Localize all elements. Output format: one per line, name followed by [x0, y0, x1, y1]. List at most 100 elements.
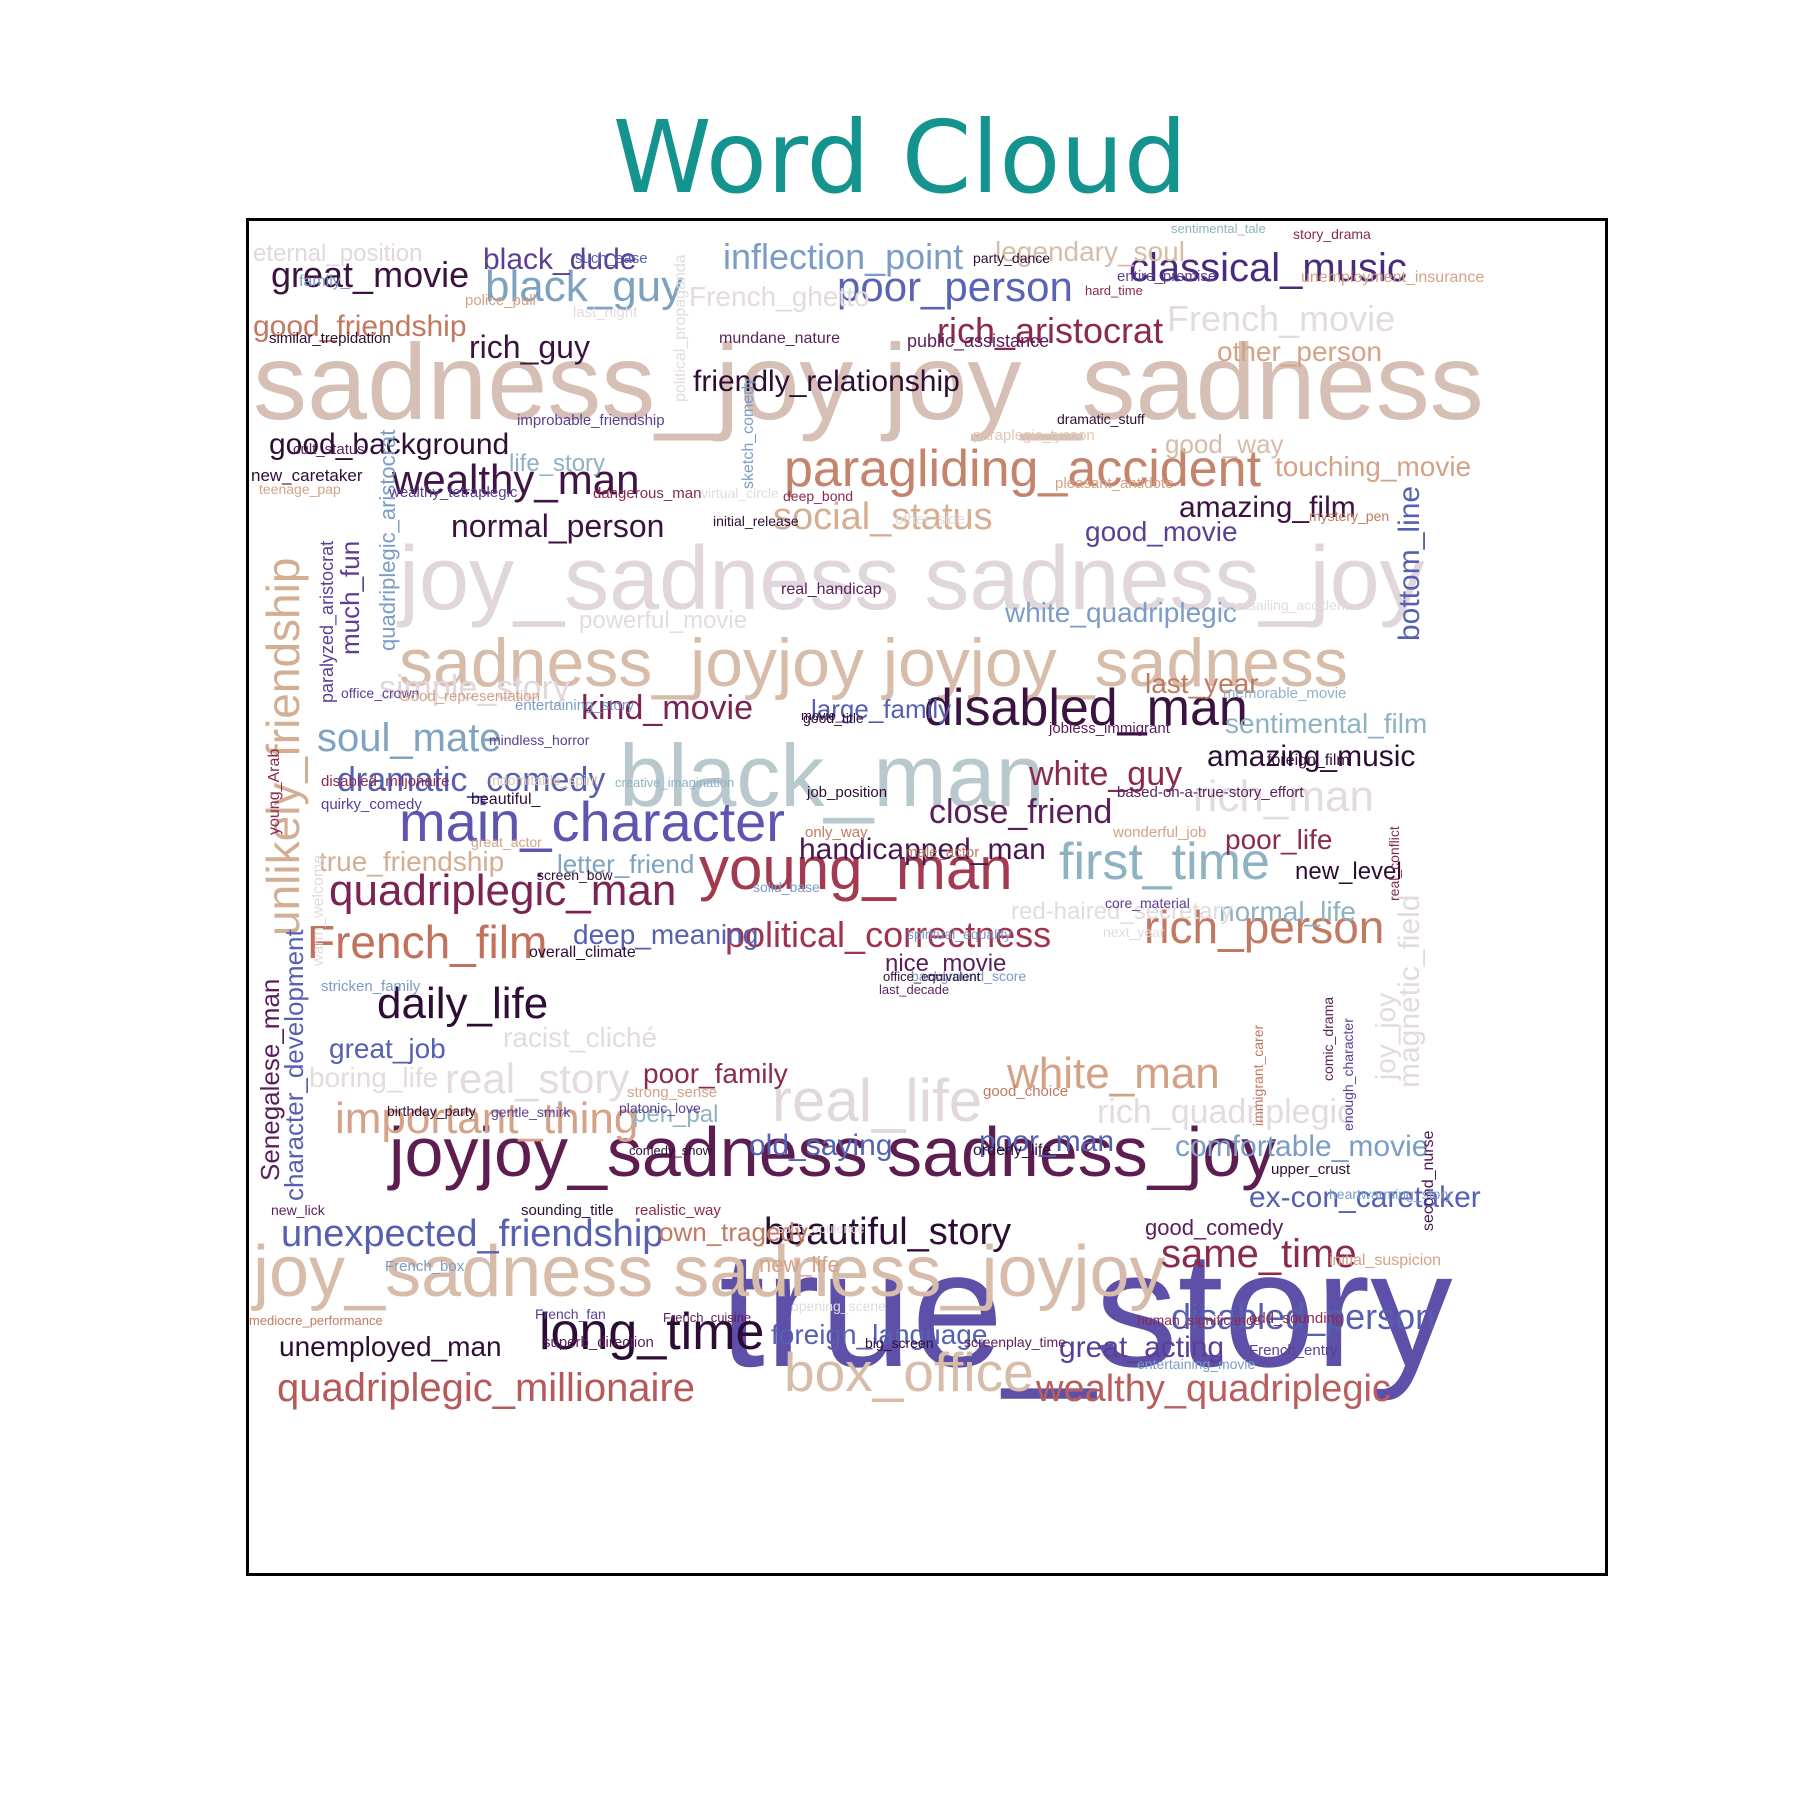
word: poor_person: [837, 263, 1073, 310]
word: mystery_pen: [1309, 508, 1389, 524]
word: spiritual_equality: [907, 926, 1011, 942]
word: racist_cliché: [503, 1022, 657, 1053]
word: last_year: [1145, 668, 1259, 699]
word: joyjoy_sadness sadness_joy: [387, 1113, 1276, 1191]
word: amazing_film: [1179, 491, 1356, 524]
word: rich_quadriplegic: [1097, 1093, 1354, 1131]
word: indomitable_spirit: [489, 772, 598, 788]
word-cloud-canvas: true_story sadness_joy joy_sadness joy_sad…: [249, 221, 1484, 1410]
word: joy_joy: [1370, 993, 1401, 1081]
word: orderly_life: [973, 1142, 1051, 1159]
word: last_night: [573, 304, 638, 321]
word: realistic_way: [635, 1202, 721, 1219]
word: new_lick: [271, 1202, 326, 1218]
word: sketch_comedy: [740, 378, 757, 489]
word: first_time: [1059, 833, 1270, 891]
word: last_decade: [879, 982, 949, 997]
word: story_drama: [1293, 226, 1371, 242]
word: new_life: [759, 1252, 840, 1277]
word: much_fun: [335, 541, 365, 655]
word: foreign_film: [1267, 752, 1350, 769]
word: French_movie: [1167, 298, 1395, 339]
word: magnetic_field: [1393, 895, 1426, 1088]
word: eternal_position: [253, 240, 422, 267]
word: job_position: [806, 784, 887, 801]
word: parasailing_accident: [1221, 597, 1349, 613]
word: warm_welcome: [310, 855, 327, 967]
word: dramatic_comedy: [337, 761, 605, 799]
word: gentle_smirk: [491, 1104, 571, 1120]
word: red-haired_secretary: [1011, 898, 1232, 925]
word: daily_life: [377, 979, 548, 1028]
word: sentimental_film: [1225, 708, 1427, 739]
word: only_way: [805, 824, 868, 841]
word: good_way: [1165, 429, 1284, 459]
word: amazing_music: [1207, 740, 1415, 773]
word: beautiful_: [471, 791, 541, 808]
word: joy_sadness sadness_joy: [396, 529, 1425, 629]
word: similar_trepidation: [269, 330, 391, 347]
word: box_office: [784, 1341, 1034, 1403]
word: birthday_party: [387, 1103, 476, 1119]
word: foreign_language: [771, 1319, 987, 1350]
word: public_assistance: [907, 331, 1049, 352]
word: simple_story: [379, 669, 570, 707]
word: quadriplegic_millionaire: [277, 1366, 695, 1410]
word: friendly_relationship: [693, 365, 960, 398]
word: own_tragedy: [659, 1217, 808, 1247]
word: great_movie: [271, 254, 469, 295]
word: unemployed_man: [279, 1331, 502, 1362]
word: strong_sense: [627, 1084, 717, 1101]
word: kind_movie: [581, 689, 753, 727]
word: core_material: [1105, 895, 1190, 911]
word: paraplegic_tycoon: [973, 427, 1095, 444]
word: close_friend: [929, 793, 1112, 831]
word: life_story: [509, 450, 605, 477]
word: true_friendship: [319, 846, 504, 877]
word: good_friendship: [253, 310, 467, 343]
word: screen_bow: [537, 867, 613, 883]
word: good_movie: [1085, 516, 1238, 547]
word: dramatic_stuff: [1057, 411, 1145, 427]
word: old_saying: [749, 1129, 892, 1162]
word: initial_suspicion: [1329, 1252, 1441, 1269]
word: joy_sadness sadness_joyjoy: [251, 1232, 1166, 1312]
word: real_conflict: [1386, 826, 1402, 901]
word: normal_person: [451, 508, 664, 544]
word: paralyzed_aristocrat: [317, 541, 338, 703]
word: sounding_title: [521, 1202, 614, 1219]
word: young_Arab: [266, 749, 283, 835]
word: poor_family: [643, 1058, 788, 1089]
word: wealthy_quadriplegic: [1035, 1368, 1391, 1410]
word: unlikely_friendship: [257, 558, 309, 936]
word: other_side: [895, 511, 965, 528]
word: based-on-a-true-story_effort: [1117, 784, 1304, 801]
word: powerful_movie: [579, 607, 747, 634]
word: white_quadriplegic: [1004, 597, 1237, 628]
word: black_dude: [483, 243, 636, 276]
word: wealthy_man: [391, 456, 639, 503]
word: police_pull: [465, 292, 536, 309]
word: character_development: [279, 929, 309, 1201]
word: mundane_nature: [719, 330, 840, 347]
word: French_cuisine: [663, 1310, 751, 1325]
word: memorable_movie: [1223, 685, 1346, 702]
word: touching_movie: [1275, 451, 1471, 482]
word: disabled_person: [1171, 1296, 1435, 1337]
word: Senegalese_man: [255, 979, 285, 1181]
word: other_person: [1217, 336, 1382, 367]
word: stricken_family: [321, 978, 421, 995]
word-cloud-frame: true_story sadness_joy joy_sadness joy_sad…: [246, 218, 1608, 1576]
word: paragliding_accident: [784, 440, 1262, 498]
word: dangerous_man: [593, 485, 701, 502]
word: same_time: [1161, 1232, 1357, 1276]
word: normal_life: [1219, 896, 1356, 927]
word: unemployment_insurance: [1301, 269, 1484, 286]
word: human_significance: [1137, 1312, 1261, 1328]
word: mindless_horror: [489, 732, 590, 748]
word: wonderful_job: [1112, 824, 1206, 841]
word: handicapped_man: [799, 833, 1046, 866]
word: French_film: [307, 916, 547, 968]
word: initial_release: [713, 513, 799, 529]
word: legendary_soul: [995, 236, 1185, 267]
